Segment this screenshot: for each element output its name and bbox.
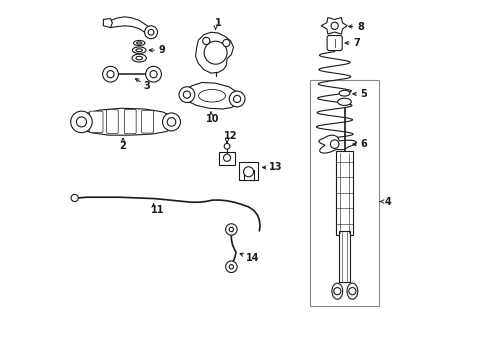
Ellipse shape (332, 283, 343, 299)
Circle shape (71, 194, 78, 202)
FancyBboxPatch shape (106, 110, 118, 134)
Bar (244, 170, 254, 180)
Polygon shape (77, 108, 175, 135)
Circle shape (330, 140, 339, 148)
Circle shape (224, 143, 230, 149)
Text: 3: 3 (144, 81, 150, 91)
Circle shape (349, 288, 356, 295)
Circle shape (331, 22, 338, 30)
Text: 9: 9 (158, 45, 165, 55)
Circle shape (76, 117, 87, 127)
Bar (219, 152, 235, 165)
Bar (239, 162, 258, 180)
Text: 4: 4 (384, 197, 391, 207)
Circle shape (229, 91, 245, 107)
Ellipse shape (132, 54, 147, 62)
Bar (336, 151, 353, 234)
Bar (310, 80, 379, 306)
Polygon shape (196, 32, 234, 73)
FancyBboxPatch shape (142, 111, 153, 133)
Circle shape (229, 265, 234, 269)
Circle shape (107, 71, 114, 78)
Ellipse shape (133, 41, 145, 45)
Circle shape (163, 113, 180, 131)
Text: 10: 10 (206, 114, 220, 124)
Ellipse shape (137, 42, 142, 44)
Text: 1: 1 (215, 18, 221, 28)
Circle shape (204, 41, 227, 64)
Polygon shape (321, 18, 347, 34)
Ellipse shape (136, 56, 143, 60)
Polygon shape (319, 135, 356, 153)
Ellipse shape (338, 98, 351, 105)
Text: 12: 12 (223, 131, 237, 140)
Circle shape (102, 66, 119, 82)
Polygon shape (103, 19, 112, 28)
Circle shape (334, 288, 341, 295)
Text: 5: 5 (361, 89, 367, 99)
Text: 8: 8 (357, 22, 364, 32)
Ellipse shape (136, 49, 143, 51)
Text: 14: 14 (246, 253, 260, 263)
Circle shape (71, 111, 92, 133)
Circle shape (229, 227, 234, 231)
Circle shape (146, 66, 161, 82)
FancyBboxPatch shape (89, 111, 103, 133)
Circle shape (234, 95, 241, 103)
Ellipse shape (132, 47, 146, 53)
Circle shape (167, 118, 176, 126)
Circle shape (150, 71, 157, 78)
FancyBboxPatch shape (327, 36, 342, 50)
Circle shape (223, 154, 231, 161)
FancyBboxPatch shape (124, 109, 136, 134)
Text: 13: 13 (270, 162, 283, 172)
Polygon shape (111, 17, 150, 37)
Circle shape (148, 30, 154, 35)
Bar (340, 231, 349, 282)
Ellipse shape (347, 283, 358, 299)
Ellipse shape (198, 89, 225, 102)
Circle shape (179, 87, 195, 103)
Text: 2: 2 (119, 140, 125, 150)
Ellipse shape (339, 90, 350, 96)
Text: 7: 7 (353, 38, 360, 48)
Polygon shape (184, 82, 241, 109)
Text: 6: 6 (361, 139, 367, 149)
Circle shape (145, 26, 157, 39)
Circle shape (223, 40, 230, 46)
Circle shape (203, 37, 210, 44)
Circle shape (225, 261, 237, 273)
Text: 11: 11 (151, 206, 164, 216)
Circle shape (244, 167, 254, 177)
Circle shape (225, 224, 237, 235)
Circle shape (183, 91, 191, 98)
